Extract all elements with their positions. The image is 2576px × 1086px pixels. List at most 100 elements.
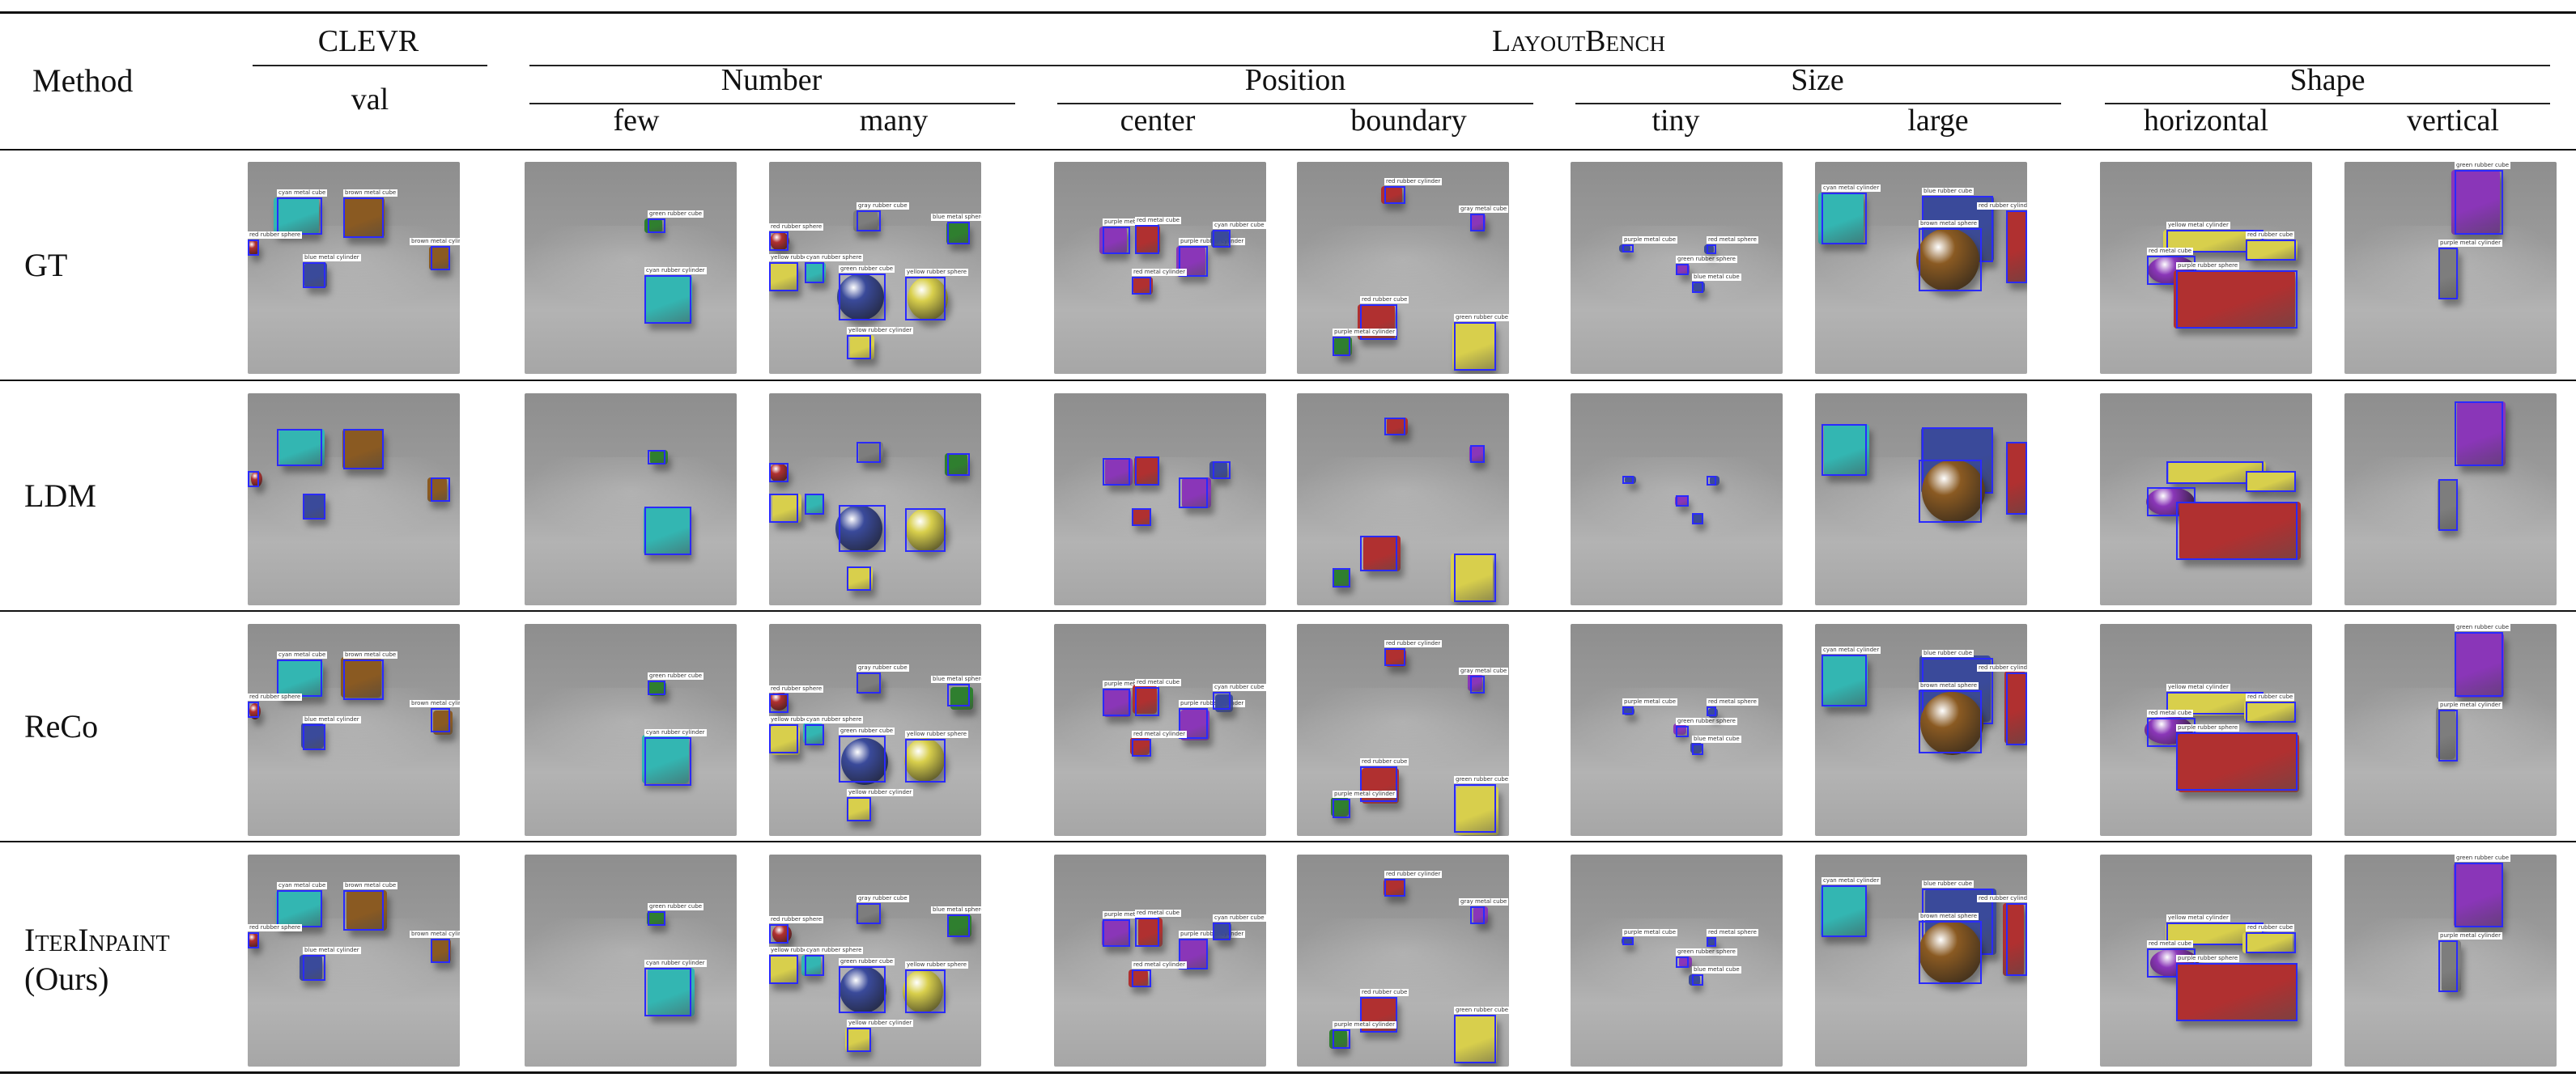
bounding-box [1103, 919, 1130, 947]
bounding-box [1707, 937, 1716, 947]
bounding-box [644, 275, 691, 324]
bbox-caption: purple rubber sphere [2176, 955, 2240, 962]
sample-image-reco-position-boundary: red rubber cylinder gray metal cube red ru… [1297, 624, 1509, 836]
scene-object [303, 494, 325, 520]
bbox-caption: purple metal cube [1103, 218, 1158, 226]
scene-object [2174, 270, 2295, 329]
bbox-caption: cyan rubber cylinder [644, 960, 707, 967]
scene-object [1916, 228, 1979, 291]
sample-image-gt-clevr-val: cyan metal cube brown metal cube red rubbe… [248, 162, 460, 374]
bounding-box [1213, 923, 1231, 940]
scene-object [342, 429, 383, 469]
scene-object [847, 797, 871, 821]
bbox-caption: brown metal sphere [1919, 682, 1979, 689]
scene-object [2176, 963, 2298, 1021]
bounding-box [1213, 692, 1231, 710]
sample-image-gt-number-few: green rubber cube cyan rubber cylinder [525, 162, 737, 374]
bbox-caption: yellow rubber cylinder [847, 327, 914, 334]
scene-object [1363, 536, 1401, 571]
sample-image-ldm-number-many [769, 393, 981, 605]
bbox-caption: red metal sphere [1707, 236, 1758, 244]
bounding-box [1470, 906, 1485, 924]
bbox-caption: blue metal sphere [931, 906, 981, 914]
bbox-caption: yellow metal cylinder [2166, 684, 2230, 691]
sample-image-reco-clevr-val: cyan metal cube brown metal cube red rubbe… [248, 624, 460, 836]
sample-image-ldm-shape-vertical [2344, 393, 2557, 605]
bbox-caption: red metal cube [2147, 710, 2194, 717]
sample-image-reco-position-center: purple metal cube red metal cube purple ru… [1054, 624, 1266, 836]
bbox-caption: green rubber cube [648, 672, 704, 680]
bounding-box [769, 924, 789, 944]
bounding-box [2006, 210, 2027, 283]
scene-object [906, 508, 946, 552]
sample-image-iterinpaint-size-large: cyan metal cylinder blue rubber cube brown… [1815, 855, 2027, 1067]
bounding-box [1132, 969, 1151, 987]
bbox-caption: green rubber cube [839, 958, 895, 965]
bbox-caption: blue metal cube [1692, 966, 1741, 974]
bbox-caption: purple rubber cylinder [1179, 700, 1246, 707]
scene-object [848, 566, 873, 591]
bbox-caption: cyan rubber cylinder [644, 729, 707, 736]
bounding-box [1360, 304, 1397, 340]
bounding-box [1384, 648, 1405, 666]
bounding-box [1454, 554, 1496, 602]
scene-object [1451, 554, 1493, 602]
scene-object [769, 262, 798, 291]
bbox-caption: yellow rubber sphere [905, 269, 969, 276]
bounding-box [343, 890, 384, 931]
bounding-box [1135, 456, 1159, 486]
scene-object [1132, 508, 1151, 526]
bounding-box [1135, 687, 1159, 716]
scene-object [1677, 264, 1690, 275]
scene-object [770, 231, 789, 251]
sub-boundary: boundary [1350, 104, 1467, 138]
bounding-box [1821, 885, 1867, 937]
group-shape: Shape [2289, 63, 2366, 97]
bounding-box [1676, 495, 1689, 507]
bounding-box [1384, 186, 1405, 204]
bounding-box [1707, 244, 1716, 254]
bounding-box [769, 955, 798, 984]
bbox-caption: purple metal cylinder [2438, 932, 2502, 940]
bbox-caption: blue rubber cube [1922, 188, 1975, 195]
bbox-caption: yellow rubber cylinder [847, 1020, 914, 1027]
bounding-box [1360, 997, 1397, 1033]
sample-image-gt-size-large: cyan metal cylinder blue rubber cube brown… [1815, 162, 2027, 374]
floor-highlight [248, 456, 460, 542]
bounding-box [303, 955, 325, 981]
bounding-box [1707, 706, 1716, 716]
bounding-box [1333, 337, 1350, 356]
layoutbench-header: LayoutBench [1491, 24, 1666, 58]
bbox-caption: cyan metal cube [277, 651, 328, 659]
bounding-box [1384, 879, 1405, 897]
bounding-box [2176, 732, 2298, 791]
bbox-caption: green rubber cube [2455, 624, 2511, 631]
scene-object [769, 955, 798, 984]
row-rule-1 [0, 380, 2576, 381]
sample-image-iterinpaint-number-many: gray rubber cube red rubber sphere yellow … [769, 855, 981, 1067]
scene-object [1103, 689, 1131, 717]
floor-highlight [525, 456, 737, 542]
sample-image-ldm-size-large [1815, 393, 2027, 605]
bounding-box [1213, 461, 1231, 479]
scene-object [1471, 214, 1486, 231]
scene-object [1469, 445, 1484, 463]
scene-object [908, 277, 948, 320]
scene-object [840, 966, 886, 1013]
bbox-caption: cyan metal cylinder [1821, 185, 1881, 192]
bbox-caption: purple metal cylinder [1333, 791, 1396, 798]
bbox-caption: purple rubber sphere [2176, 262, 2240, 269]
scene-object [1334, 337, 1352, 356]
bounding-box [1821, 424, 1867, 476]
bounding-box [805, 494, 824, 515]
bbox-caption: blue metal cylinder [303, 254, 361, 261]
scene-object [845, 1028, 869, 1052]
bounding-box [277, 429, 322, 466]
bounding-box [2455, 632, 2503, 697]
bbox-caption: red rubber sphere [769, 685, 824, 693]
scene-object [341, 657, 381, 698]
floor-highlight [1297, 687, 1509, 773]
scene-object [2004, 671, 2026, 744]
bbox-caption: purple metal cube [1103, 911, 1158, 918]
bbox-caption: red metal cube [1135, 679, 1182, 686]
